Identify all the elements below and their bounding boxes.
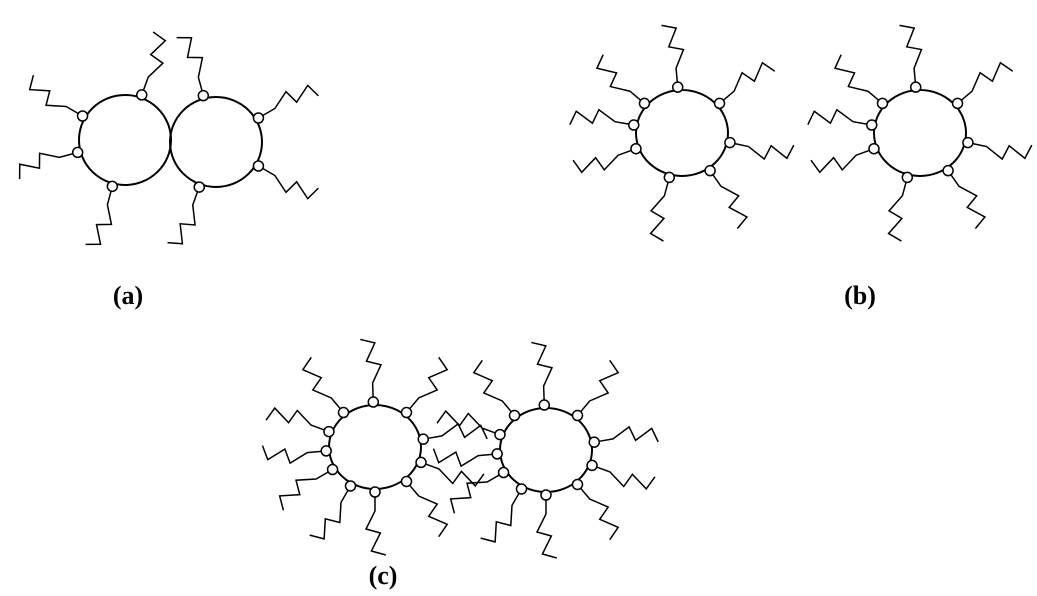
head-group: [639, 98, 649, 108]
chain: [581, 488, 618, 539]
chain: [410, 357, 447, 408]
chain: [537, 500, 557, 558]
chain: [597, 55, 641, 101]
chain: [310, 490, 348, 539]
chain: [474, 360, 511, 411]
head-group: [416, 457, 426, 467]
head-group: [401, 408, 411, 418]
head-group: [401, 476, 411, 486]
head-group: [107, 181, 117, 191]
chain: [30, 75, 79, 113]
head-group: [499, 468, 509, 478]
chain: [723, 63, 774, 100]
chain: [366, 497, 386, 555]
head-group: [911, 82, 921, 92]
chain: [280, 472, 329, 510]
head-group: [963, 138, 973, 148]
page: (a) (b) (c) (() => { const data = JSON.p…: [0, 0, 1037, 596]
label-c: (c): [369, 561, 398, 590]
head-group: [673, 82, 683, 92]
chain: [437, 411, 495, 433]
head-group: [370, 487, 380, 497]
head-group: [953, 98, 963, 108]
chain: [531, 342, 552, 400]
head-group: [539, 400, 549, 410]
chain: [303, 357, 340, 408]
chain: [961, 63, 1012, 100]
chain: [597, 467, 655, 489]
label-b: (b): [844, 281, 876, 310]
head-group: [589, 437, 599, 447]
head-group: [572, 479, 582, 489]
head-group: [137, 90, 147, 100]
head-group: [368, 397, 378, 407]
chain: [651, 182, 668, 241]
chain: [899, 25, 921, 82]
chain: [573, 150, 631, 172]
chain: [177, 38, 203, 91]
chain: [262, 446, 321, 463]
head-group: [492, 449, 502, 459]
chain: [263, 85, 319, 115]
chain: [360, 339, 381, 397]
chain: [428, 424, 487, 439]
head-group: [867, 120, 877, 130]
chain: [86, 191, 112, 244]
head-group: [495, 430, 505, 440]
head-group: [715, 98, 725, 108]
head-group: [510, 411, 520, 421]
head-group: [725, 138, 735, 148]
head-group: [664, 172, 674, 182]
particle: [79, 95, 171, 185]
chain: [263, 169, 319, 199]
chain: [451, 475, 500, 513]
chain: [889, 182, 906, 241]
chain: [808, 110, 867, 125]
chain: [599, 427, 658, 442]
head-group: [943, 166, 953, 176]
diagram: (a) (b) (c): [0, 0, 1037, 596]
label-a: (a): [113, 281, 143, 310]
chain: [433, 449, 492, 466]
head-group: [587, 460, 597, 470]
chain: [581, 360, 618, 411]
head-group: [418, 434, 428, 444]
head-group: [194, 182, 204, 192]
head-group: [198, 91, 208, 101]
head-group: [631, 144, 641, 154]
head-group: [328, 465, 338, 475]
head-group: [902, 172, 912, 182]
head-group: [629, 120, 639, 130]
chain: [973, 144, 1032, 159]
chain: [811, 150, 869, 172]
head-group: [339, 408, 349, 418]
chain: [20, 153, 73, 179]
head-group: [321, 446, 331, 456]
chain: [410, 485, 447, 536]
chain: [143, 32, 165, 90]
chain: [570, 110, 629, 125]
chain: [735, 144, 794, 159]
chain: [266, 408, 324, 430]
chain: [835, 55, 879, 101]
head-group: [324, 427, 334, 437]
chain: [661, 25, 683, 82]
chain: [168, 192, 198, 244]
head-group: [705, 166, 715, 176]
head-group: [253, 113, 263, 123]
head-group: [73, 147, 83, 157]
chain: [713, 175, 747, 229]
head-group: [572, 411, 582, 421]
head-group: [346, 481, 356, 491]
head-group: [541, 490, 551, 500]
head-group: [869, 144, 879, 154]
head-group: [253, 161, 263, 171]
head-group: [877, 98, 887, 108]
head-group: [78, 111, 88, 121]
head-group: [517, 484, 527, 494]
particle: [170, 97, 262, 187]
chain: [481, 493, 519, 542]
chain: [951, 175, 985, 229]
